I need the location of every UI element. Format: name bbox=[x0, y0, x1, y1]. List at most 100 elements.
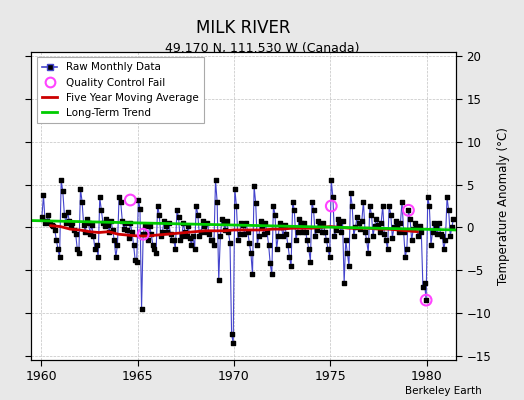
Point bbox=[438, 233, 446, 239]
Point bbox=[274, 233, 282, 239]
Point bbox=[292, 237, 300, 244]
Point bbox=[345, 263, 353, 269]
Point bbox=[44, 211, 52, 218]
Point bbox=[443, 194, 451, 201]
Point bbox=[287, 263, 295, 269]
Point bbox=[332, 227, 340, 233]
Point bbox=[174, 214, 183, 220]
Point bbox=[370, 222, 379, 229]
Point bbox=[449, 216, 457, 222]
Point bbox=[108, 227, 117, 233]
Point bbox=[57, 177, 66, 184]
Point bbox=[316, 222, 324, 228]
Point bbox=[433, 231, 442, 238]
Point bbox=[197, 228, 205, 235]
Point bbox=[444, 207, 453, 214]
Point bbox=[375, 228, 384, 235]
Point bbox=[419, 284, 427, 290]
Point bbox=[435, 220, 443, 226]
Point bbox=[303, 237, 311, 244]
Point bbox=[95, 194, 104, 201]
Point bbox=[202, 228, 210, 235]
Point bbox=[70, 227, 78, 233]
Point bbox=[256, 217, 265, 224]
Point bbox=[129, 241, 138, 248]
Point bbox=[179, 220, 188, 226]
Point bbox=[283, 241, 292, 248]
Point bbox=[388, 234, 397, 241]
Point bbox=[247, 250, 255, 256]
Point bbox=[277, 224, 286, 230]
Point bbox=[150, 246, 159, 252]
Point bbox=[112, 254, 120, 260]
Point bbox=[293, 228, 302, 235]
Point bbox=[402, 246, 411, 252]
Point bbox=[342, 237, 350, 244]
Point bbox=[229, 340, 237, 346]
Point bbox=[139, 231, 147, 238]
Point bbox=[92, 241, 101, 248]
Point bbox=[348, 203, 356, 209]
Point bbox=[73, 246, 81, 252]
Point bbox=[214, 277, 223, 284]
Point bbox=[429, 228, 437, 235]
Point bbox=[441, 237, 450, 244]
Point bbox=[187, 241, 195, 248]
Point bbox=[113, 241, 122, 248]
Point bbox=[128, 228, 136, 235]
Point bbox=[297, 220, 305, 226]
Point bbox=[252, 200, 260, 207]
Point bbox=[173, 207, 181, 214]
Point bbox=[447, 224, 456, 230]
Point bbox=[221, 227, 230, 233]
Point bbox=[47, 222, 56, 228]
Point bbox=[116, 198, 125, 205]
Point bbox=[393, 222, 401, 229]
Point bbox=[340, 280, 348, 286]
Point bbox=[339, 217, 347, 224]
Point bbox=[210, 241, 218, 248]
Point bbox=[430, 220, 439, 226]
Point bbox=[71, 231, 80, 238]
Point bbox=[359, 198, 368, 205]
Point bbox=[223, 217, 231, 224]
Point bbox=[226, 240, 234, 246]
Point bbox=[62, 220, 70, 226]
Point bbox=[163, 228, 171, 235]
Point bbox=[80, 222, 88, 228]
Point bbox=[237, 220, 245, 226]
Point bbox=[300, 220, 308, 226]
Point bbox=[280, 222, 289, 228]
Point bbox=[154, 203, 162, 209]
Point bbox=[136, 205, 144, 212]
Point bbox=[324, 246, 332, 252]
Point bbox=[137, 306, 146, 312]
Y-axis label: Temperature Anomaly (°C): Temperature Anomaly (°C) bbox=[497, 127, 510, 285]
Point bbox=[110, 237, 118, 244]
Point bbox=[335, 220, 344, 226]
Point bbox=[118, 217, 126, 224]
Point bbox=[139, 231, 147, 238]
Point bbox=[261, 220, 269, 226]
Point bbox=[126, 220, 135, 226]
Point bbox=[363, 237, 371, 244]
Point bbox=[372, 216, 380, 222]
Point bbox=[152, 250, 160, 256]
Point bbox=[121, 220, 129, 226]
Point bbox=[102, 216, 111, 222]
Point bbox=[200, 222, 209, 229]
Point bbox=[218, 216, 226, 222]
Point bbox=[425, 203, 433, 209]
Point bbox=[244, 228, 252, 235]
Point bbox=[88, 222, 96, 228]
Point bbox=[405, 207, 413, 214]
Point bbox=[86, 231, 94, 238]
Point bbox=[101, 222, 109, 229]
Point bbox=[308, 198, 316, 205]
Point bbox=[259, 231, 268, 238]
Point bbox=[38, 214, 46, 220]
Point bbox=[422, 297, 430, 303]
Point bbox=[396, 220, 405, 226]
Point bbox=[78, 198, 86, 205]
Point bbox=[185, 234, 194, 241]
